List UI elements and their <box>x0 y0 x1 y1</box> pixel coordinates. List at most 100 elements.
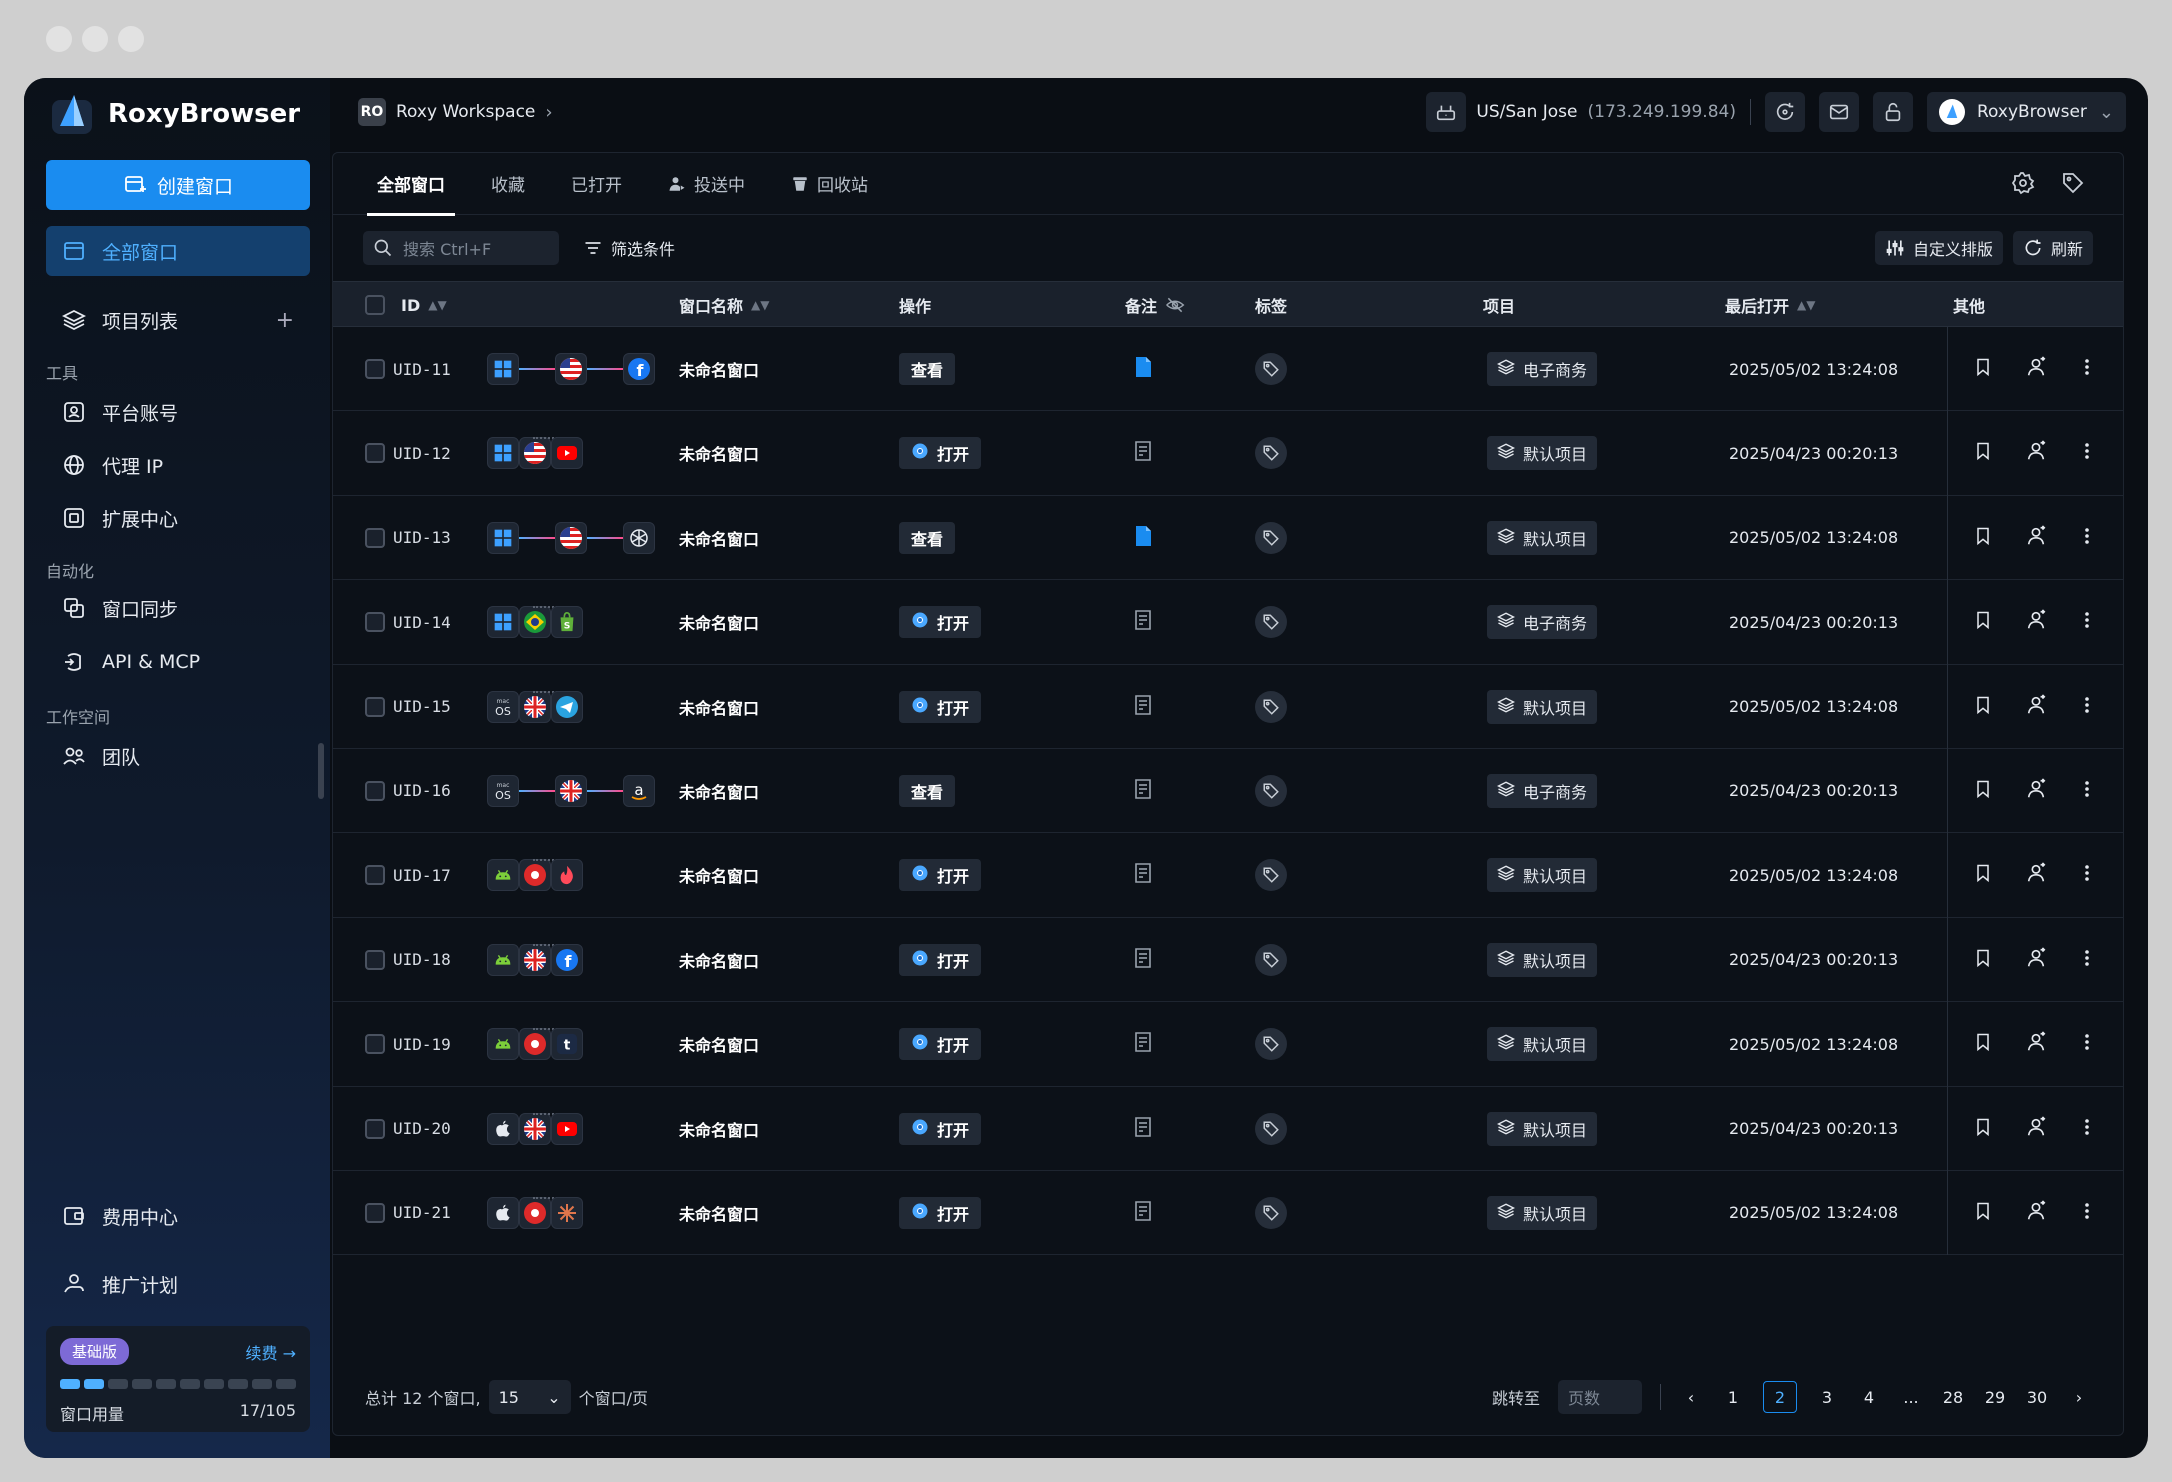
gear-icon[interactable] <box>2011 171 2035 195</box>
open-button[interactable]: 打开 <box>899 859 982 892</box>
search-input[interactable]: 搜索 Ctrl+F <box>363 231 559 265</box>
tag-icon[interactable] <box>1255 1196 1287 1229</box>
bookmark-icon[interactable] <box>1973 779 1993 803</box>
bookmark-icon[interactable] <box>1973 357 1993 381</box>
sidebar-item-platform-accounts[interactable]: 平台账号 <box>46 390 310 434</box>
open-button[interactable]: 打开 <box>899 1028 982 1061</box>
note-memo-icon[interactable] <box>1133 947 1153 973</box>
custom-layout-button[interactable]: 自定义排版 <box>1874 231 2003 265</box>
bookmark-icon[interactable] <box>1973 526 1993 550</box>
project-chip[interactable]: 默认项目 <box>1487 942 1598 977</box>
page-number[interactable]: 30 <box>2026 1387 2048 1407</box>
more-icon[interactable] <box>2079 695 2095 719</box>
sidebar-item-team[interactable]: 团队 <box>46 734 310 778</box>
more-icon[interactable] <box>2079 948 2095 972</box>
eye-off-icon[interactable] <box>1165 295 1185 315</box>
table-row[interactable]: UID-20 未命名窗口 打开 默认项目 2025/04/23 00:20:13 <box>333 1087 2123 1171</box>
page-number[interactable]: 28 <box>1942 1387 1964 1407</box>
more-icon[interactable] <box>2079 441 2095 465</box>
sidebar-item-all-windows[interactable]: 全部窗口 <box>46 226 310 276</box>
tab-delivering[interactable]: 投送中 <box>668 153 745 215</box>
tag-icon[interactable] <box>2061 171 2085 195</box>
project-chip[interactable]: 默认项目 <box>1487 436 1598 471</box>
note-file-icon[interactable] <box>1133 356 1153 382</box>
more-icon[interactable] <box>2079 1032 2095 1056</box>
row-checkbox[interactable] <box>365 612 385 633</box>
table-row[interactable]: UID-13 未命名窗口 查看 默认项目 2025/05/02 13:24:08 <box>333 496 2123 581</box>
bookmark-icon[interactable] <box>1973 441 1993 465</box>
note-memo-icon[interactable] <box>1133 778 1153 804</box>
open-button[interactable]: 打开 <box>899 1196 982 1229</box>
page-number[interactable]: 3 <box>1821 1387 1833 1407</box>
mail-icon[interactable] <box>1818 92 1859 132</box>
transfer-user-icon[interactable] <box>2025 947 2047 973</box>
open-button[interactable]: 打开 <box>899 437 982 470</box>
sidebar-item-window-sync[interactable]: 窗口同步 <box>46 586 310 630</box>
row-checkbox[interactable] <box>365 949 385 970</box>
sidebar-scrollbar[interactable] <box>318 743 324 799</box>
note-memo-icon[interactable] <box>1133 609 1153 635</box>
table-row[interactable]: UID-21 未命名窗口 打开 默认项目 2025/05/02 13:24:08 <box>333 1171 2123 1256</box>
open-button[interactable]: 打开 <box>899 606 982 639</box>
sidebar-item-promotion[interactable]: 推广计划 <box>46 1262 310 1306</box>
view-button[interactable]: 查看 <box>899 774 956 807</box>
table-row[interactable]: UID-14 S 未命名窗口 打开 电子商务 2025/04/23 00:20:13 <box>333 580 2123 665</box>
table-row[interactable]: UID-19 t 未命名窗口 打开 默认项目 2025/05/02 13:24:08 <box>333 1002 2123 1087</box>
tag-icon[interactable] <box>1255 1028 1287 1061</box>
row-checkbox[interactable] <box>365 1202 385 1223</box>
note-memo-icon[interactable] <box>1133 440 1153 466</box>
tab-recycle-bin[interactable]: 回收站 <box>791 153 868 215</box>
row-checkbox[interactable] <box>365 443 385 464</box>
more-icon[interactable] <box>2079 610 2095 634</box>
note-memo-icon[interactable] <box>1133 862 1153 888</box>
note-memo-icon[interactable] <box>1133 1031 1153 1057</box>
bookmark-icon[interactable] <box>1973 1032 1993 1056</box>
more-icon[interactable] <box>2079 779 2095 803</box>
proxy-status[interactable]: US/San Jose (173.249.199.84) <box>1426 92 1736 132</box>
project-chip[interactable]: 默认项目 <box>1487 858 1598 893</box>
user-menu[interactable]: RoxyBrowser ⌄ <box>1926 92 2126 132</box>
page-number[interactable]: 2 <box>1763 1381 1797 1413</box>
table-row[interactable]: UID-15 mac OS 未命名窗口 打开 默认项目 2025/05/02 13:24:0… <box>333 665 2123 749</box>
tab-opened[interactable]: 已打开 <box>571 153 622 215</box>
more-icon[interactable] <box>2079 1117 2095 1141</box>
tag-icon[interactable] <box>1255 353 1287 385</box>
tag-icon[interactable] <box>1255 1112 1287 1145</box>
project-chip[interactable]: 电子商务 <box>1487 352 1598 386</box>
open-button[interactable]: 打开 <box>899 1112 982 1145</box>
transfer-user-icon[interactable] <box>2025 356 2047 382</box>
transfer-user-icon[interactable] <box>2025 1031 2047 1057</box>
view-button[interactable]: 查看 <box>899 353 956 385</box>
row-checkbox[interactable] <box>365 527 385 548</box>
close-dot[interactable] <box>46 26 72 52</box>
row-checkbox[interactable] <box>365 696 385 717</box>
create-window-button[interactable]: 创建窗口 <box>46 160 310 210</box>
transfer-user-icon[interactable] <box>2025 1115 2047 1142</box>
project-chip[interactable]: 默认项目 <box>1487 1111 1598 1146</box>
sort-icon[interactable]: ▲▼ <box>751 298 770 312</box>
lock-icon[interactable] <box>1872 92 1913 132</box>
bookmark-icon[interactable] <box>1973 948 1993 972</box>
sidebar-item-project-list[interactable]: 项目列表 + <box>46 298 310 342</box>
bookmark-icon[interactable] <box>1973 610 1993 634</box>
table-row[interactable]: UID-17 未命名窗口 打开 默认项目 2025/05/02 13:24:08 <box>333 833 2123 918</box>
project-chip[interactable]: 电子商务 <box>1487 605 1598 640</box>
page-size-select[interactable]: 15 ⌄ <box>488 1380 571 1414</box>
tag-icon[interactable] <box>1255 437 1287 470</box>
sidebar-item-api-mcp[interactable]: API & MCP <box>46 640 310 684</box>
note-file-icon[interactable] <box>1133 525 1153 551</box>
view-button[interactable]: 查看 <box>899 521 956 554</box>
project-chip[interactable]: 默认项目 <box>1487 689 1598 724</box>
project-chip[interactable]: 默认项目 <box>1487 1195 1598 1230</box>
bookmark-icon[interactable] <box>1973 1117 1993 1141</box>
open-button[interactable]: 打开 <box>899 943 982 976</box>
filter-button[interactable]: 筛选条件 <box>583 231 675 265</box>
more-icon[interactable] <box>2079 1201 2095 1225</box>
bookmark-icon[interactable] <box>1973 695 1993 719</box>
bookmark-icon[interactable] <box>1973 1201 1993 1225</box>
more-icon[interactable] <box>2079 863 2095 887</box>
tab-favorites[interactable]: 收藏 <box>491 153 525 215</box>
row-checkbox[interactable] <box>365 1034 385 1055</box>
minimize-dot[interactable] <box>82 26 108 52</box>
project-chip[interactable]: 默认项目 <box>1487 520 1598 555</box>
